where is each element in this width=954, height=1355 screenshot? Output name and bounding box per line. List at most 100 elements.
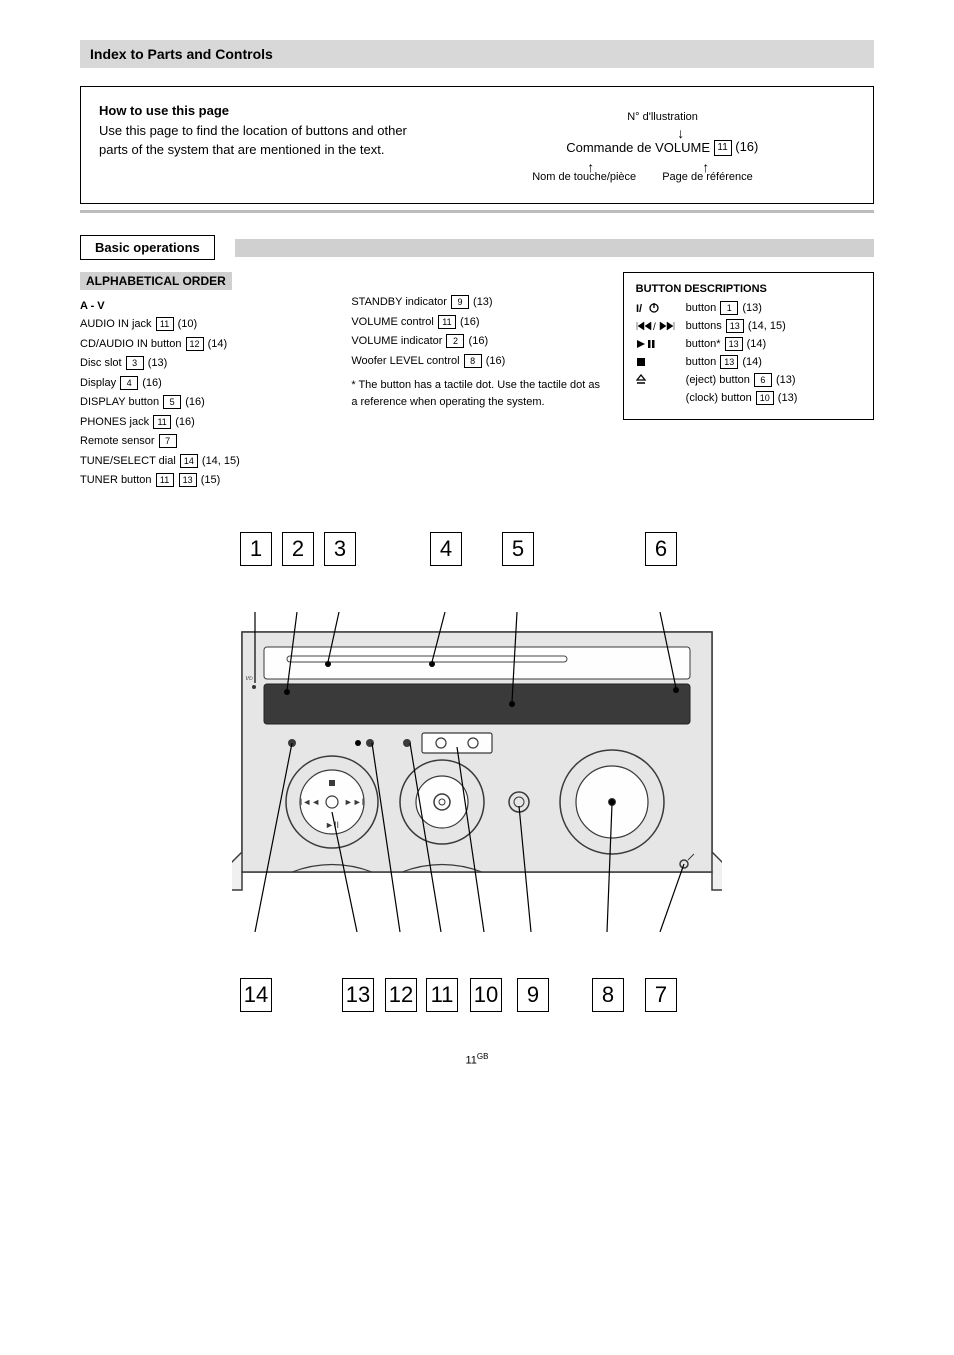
desc-text: buttons 13 (14, 15) <box>686 319 861 333</box>
operations-title: Basic operations <box>80 235 215 260</box>
ref-num: 6 <box>754 373 772 387</box>
entry-label: TUNER button <box>80 474 152 486</box>
entry-label: Woofer LEVEL control <box>351 355 459 367</box>
info-box: How to use this page Use this page to fi… <box>80 86 874 204</box>
col1-entry: Remote sensor 7 <box>80 433 331 450</box>
entry-page: (16) <box>469 335 489 347</box>
entry-page: (14) <box>208 338 228 350</box>
callout-bottom-12: 12 <box>385 978 417 1012</box>
svg-text:►►I: ►►I <box>344 797 364 807</box>
entry-label: Disc slot <box>80 357 122 369</box>
col-button-desc: BUTTON DESCRIPTIONS I/button 1 (13) / butt… <box>623 272 874 492</box>
stop-icon <box>636 356 680 368</box>
col1-entry: DISPLAY button 5 (16) <box>80 394 331 411</box>
entry-page: (13) <box>473 296 493 308</box>
col1-entry: Display 4 (16) <box>80 375 331 392</box>
color-strip <box>235 239 874 257</box>
col3-row: (clock) button 10 (13) <box>636 391 861 405</box>
callout-top-6: 6 <box>645 532 677 566</box>
entry-page: (16) <box>486 355 506 367</box>
page-number: 11 <box>466 1054 477 1066</box>
svg-text:►II: ►II <box>325 820 339 830</box>
desc-text: (eject) button 6 (13) <box>686 373 861 387</box>
callout-bottom-7: 7 <box>645 978 677 1012</box>
col3-row: I/button 1 (13) <box>636 301 861 315</box>
ref-num: 10 <box>756 391 774 405</box>
col3-row: (eject) button 6 (13) <box>636 373 861 387</box>
callout-bottom-10: 10 <box>470 978 502 1012</box>
entry-label: TUNE/SELECT dial <box>80 455 176 467</box>
callout-bottom-9: 9 <box>517 978 549 1012</box>
entry-page: (16) <box>175 416 195 428</box>
callout-top-5: 5 <box>502 532 534 566</box>
device-illustration: I/⏻ ►II I◄◄ ►►I <box>232 612 722 932</box>
col1-entry: PHONES jack 11 (16) <box>80 414 331 431</box>
play-pause-icon <box>636 338 680 350</box>
diagram: 123456 I/⏻ <box>212 532 742 1012</box>
entry-label: Remote sensor <box>80 435 155 447</box>
ref-num: 13 <box>725 337 743 351</box>
entry-label: AUDIO IN jack <box>80 318 152 330</box>
entry-label: Display <box>80 377 116 389</box>
entry-label: PHONES jack <box>80 416 149 428</box>
entry-page: (16) <box>142 377 162 389</box>
entry-page: (14, 15) <box>202 455 240 467</box>
power-icon: I/ <box>636 302 680 314</box>
entry-label: CD/AUDIO IN button <box>80 338 181 350</box>
col-alpha-2: STANDBY indicator 9 (13) VOLUME control 1… <box>351 272 602 492</box>
desc-text: (clock) button 10 (13) <box>686 391 861 405</box>
svg-text:/: / <box>653 322 656 332</box>
example-ref-num: 11 <box>714 140 732 156</box>
col2-entry: VOLUME control 11 (16) <box>351 314 602 331</box>
example-line2-left: Nom de touche/pièce <box>532 169 636 186</box>
callout-top-2: 2 <box>282 532 314 566</box>
ref-num: 8 <box>464 354 482 368</box>
ref-num: 7 <box>159 434 177 448</box>
ref-num: 12 <box>186 337 204 351</box>
col1-entry: Disc slot 3 (13) <box>80 355 331 372</box>
example-line2-right: Page de référence <box>662 169 753 186</box>
col2-entry: Woofer LEVEL control 8 (16) <box>351 353 602 370</box>
ref-num: 14 <box>180 454 198 468</box>
ref-num: 11 <box>156 473 174 487</box>
svg-text:I◄◄: I◄◄ <box>300 797 320 807</box>
example-num-page: (16) <box>735 139 758 154</box>
col3-title: BUTTON DESCRIPTIONS <box>636 283 861 295</box>
callout-bottom-8: 8 <box>592 978 624 1012</box>
ref-num: 5 <box>163 395 181 409</box>
entry-page: (16) <box>185 396 205 408</box>
col2-note: * The button has a tactile dot. Use the … <box>351 377 602 410</box>
desc-text: button 13 (14) <box>686 355 861 369</box>
ref-num: 13 <box>726 319 744 333</box>
ref-num: 3 <box>126 356 144 370</box>
col1-entry: CD/AUDIO IN button 12 (14) <box>80 336 331 353</box>
col2-entry: STANDBY indicator 9 (13) <box>351 294 602 311</box>
col1-entry: TUNE/SELECT dial 14 (14, 15) <box>80 453 331 470</box>
example-ill-num: N° d'llustration <box>627 109 698 126</box>
info-how-to-text: Use this page to find the location of bu… <box>99 121 417 160</box>
entry-label: STANDBY indicator <box>351 296 447 308</box>
ref-num: 4 <box>120 376 138 390</box>
ref-num: 11 <box>156 317 174 331</box>
desc-text: button* 13 (14) <box>686 337 861 351</box>
col1-entry: TUNER button 11 13 (15) <box>80 472 331 489</box>
ref-num: 2 <box>446 334 464 348</box>
ref-num: 9 <box>451 295 469 309</box>
example-line1: Commande de VOLUME <box>566 138 710 158</box>
col3-row: button* 13 (14) <box>636 337 861 351</box>
desc-text: button 1 (13) <box>686 301 861 315</box>
ref-num: 11 <box>438 315 456 329</box>
entry-label: VOLUME control <box>351 316 434 328</box>
callout-top-4: 4 <box>430 532 462 566</box>
ref-num: 13 <box>720 355 738 369</box>
ref-num: 11 <box>153 415 171 429</box>
callout-bottom-11: 11 <box>426 978 458 1012</box>
ref-num: 13 <box>179 473 197 487</box>
col1-range: A - V <box>80 300 331 312</box>
prev-next-icon: / <box>636 320 680 332</box>
callout-bottom-13: 13 <box>342 978 374 1012</box>
col1-heading: ALPHABETICAL ORDER <box>80 272 232 290</box>
svg-text:I/: I/ <box>636 303 642 314</box>
entry-label: DISPLAY button <box>80 396 159 408</box>
entry-page: (15) <box>201 474 221 486</box>
